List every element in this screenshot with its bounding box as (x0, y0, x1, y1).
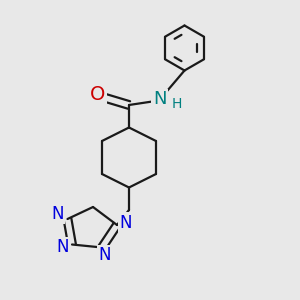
Text: O: O (90, 85, 105, 104)
Text: H: H (171, 97, 182, 111)
Text: N: N (52, 205, 64, 223)
Text: N: N (98, 246, 111, 264)
Text: N: N (120, 214, 132, 232)
Text: N: N (153, 90, 166, 108)
Text: N: N (57, 238, 69, 256)
